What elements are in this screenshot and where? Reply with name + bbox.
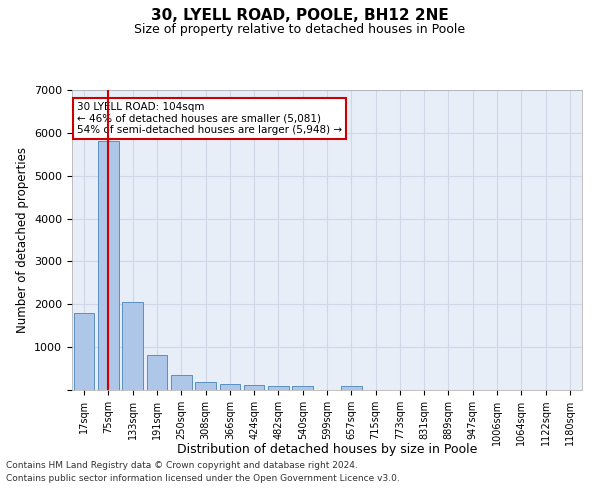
Y-axis label: Number of detached properties: Number of detached properties	[16, 147, 29, 333]
Bar	[341, 386, 362, 390]
Text: 30 LYELL ROAD: 104sqm
← 46% of detached houses are smaller (5,081)
54% of semi-d: 30 LYELL ROAD: 104sqm ← 46% of detached …	[77, 102, 342, 135]
Bar	[122, 302, 143, 390]
Text: 30, LYELL ROAD, POOLE, BH12 2NE: 30, LYELL ROAD, POOLE, BH12 2NE	[151, 8, 449, 22]
Bar	[98, 142, 119, 390]
Bar	[244, 385, 265, 390]
Bar	[292, 386, 313, 390]
Bar	[171, 376, 191, 390]
Bar	[74, 313, 94, 390]
Text: Size of property relative to detached houses in Poole: Size of property relative to detached ho…	[134, 22, 466, 36]
Bar	[146, 355, 167, 390]
Bar	[195, 382, 216, 390]
Text: Contains public sector information licensed under the Open Government Licence v3: Contains public sector information licen…	[6, 474, 400, 483]
Text: Contains HM Land Registry data © Crown copyright and database right 2024.: Contains HM Land Registry data © Crown c…	[6, 460, 358, 469]
Bar	[220, 384, 240, 390]
Text: Distribution of detached houses by size in Poole: Distribution of detached houses by size …	[177, 442, 477, 456]
Bar	[268, 386, 289, 390]
